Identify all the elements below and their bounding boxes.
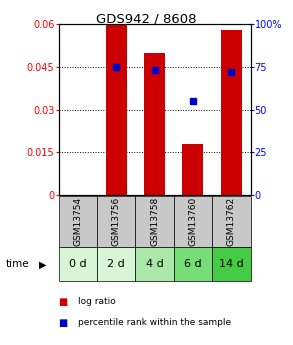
- Text: GSM13754: GSM13754: [73, 197, 82, 246]
- Text: ■: ■: [59, 297, 68, 307]
- Bar: [221, 30, 242, 195]
- Text: 6 d: 6 d: [184, 259, 202, 269]
- Text: GDS942 / 8608: GDS942 / 8608: [96, 12, 197, 25]
- Text: time: time: [6, 259, 30, 269]
- Text: GSM13762: GSM13762: [227, 197, 236, 246]
- Text: GSM13756: GSM13756: [112, 197, 121, 246]
- Text: 2 d: 2 d: [107, 259, 125, 269]
- Text: ■: ■: [59, 318, 68, 327]
- Text: 14 d: 14 d: [219, 259, 244, 269]
- Text: 0 d: 0 d: [69, 259, 87, 269]
- Text: percentile rank within the sample: percentile rank within the sample: [78, 318, 231, 327]
- Text: GSM13760: GSM13760: [188, 197, 197, 246]
- Bar: [182, 144, 204, 195]
- Text: GSM13758: GSM13758: [150, 197, 159, 246]
- Text: ▶: ▶: [39, 259, 46, 269]
- Bar: [144, 52, 165, 195]
- Bar: [105, 24, 127, 195]
- Text: log ratio: log ratio: [78, 297, 115, 306]
- Text: 4 d: 4 d: [146, 259, 163, 269]
